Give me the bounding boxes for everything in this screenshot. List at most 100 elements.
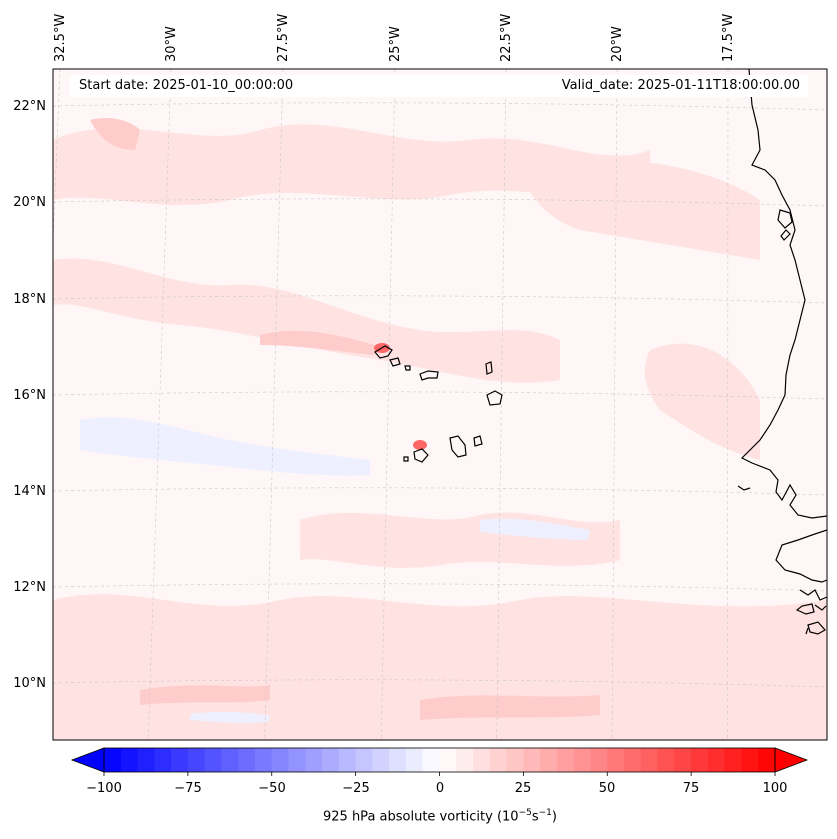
africa-coastline (775, 529, 827, 583)
africa-coastline (737, 485, 809, 635)
island-sao-vicente (389, 357, 401, 367)
vorticity-positive-area (53, 124, 650, 205)
colorbar-extend-max (774, 747, 809, 773)
vorticity-positive-area (53, 258, 560, 383)
vorticity-maximum (413, 440, 427, 450)
colorbar-label-unit: s (531, 809, 539, 825)
colorbar-segment (204, 748, 222, 772)
colorbar-segment (506, 748, 524, 772)
lon-label: 20°W (610, 26, 625, 62)
colorbar-segment (724, 748, 742, 772)
coastlines (374, 69, 827, 635)
parallel-line (53, 583, 827, 592)
meridian-line (496, 69, 507, 740)
colorbar-segment (405, 748, 424, 772)
colorbar-segment (489, 748, 508, 772)
colorbar-segment (271, 748, 290, 772)
start-date-label: Start date: 2025-01-10_00:00:00 (79, 78, 294, 93)
island-sao-nicolau (419, 370, 439, 381)
colorbar (70, 747, 809, 776)
vorticity-positive-area (53, 594, 827, 740)
map-frame (52, 68, 828, 741)
vorticity-positive-streak (420, 695, 600, 720)
colorbar-tick-label: −25 (342, 781, 370, 796)
colorbar-segment (707, 748, 726, 772)
colorbar-label-suffix: ) (551, 809, 557, 825)
meridian-line (264, 69, 284, 740)
island-santa-luzia (404, 365, 411, 371)
vorticity-negative-area (480, 518, 590, 540)
lat-label: 22°N (13, 99, 46, 114)
island-santo-antao (374, 345, 393, 359)
colorbar-tick-label: −100 (86, 781, 122, 796)
colorbar-segment (456, 748, 474, 772)
vorticity-positive-streak (140, 685, 270, 705)
colorbar-segment (674, 748, 692, 772)
colorbar-segment (758, 748, 776, 772)
colorbar-segment (439, 748, 457, 772)
colorbar-segment (640, 748, 659, 772)
colorbar-segment (473, 748, 491, 772)
meridian-line (611, 69, 618, 740)
colorbar-segment (422, 748, 440, 772)
vorticity-positive-area (644, 343, 760, 460)
colorbar-tick-label: 100 (762, 781, 788, 796)
island-brava (403, 456, 409, 462)
colorbar-segment (540, 748, 558, 772)
colorbar-segment (372, 748, 390, 772)
parallel-line (53, 295, 827, 304)
colorbar-segment (137, 748, 155, 772)
lon-label: 25°W (388, 26, 403, 62)
colorbar-segment (691, 748, 709, 772)
africa-coastline (740, 69, 827, 519)
colorbar-tick-label: −50 (258, 781, 286, 796)
parallel-line (53, 391, 827, 400)
colorbar-tick-label: 0 (435, 781, 445, 796)
lon-label: 32.5°W (53, 13, 68, 62)
colorbar-segment (305, 748, 323, 772)
colorbar-segment (254, 748, 273, 772)
colorbar-extend-min (70, 747, 105, 773)
lon-label: 17.5°W (721, 13, 736, 62)
parallel-line (53, 679, 827, 688)
africa-coastline (777, 209, 793, 229)
vorticity-positive-streak (90, 118, 140, 150)
africa-coastline (780, 229, 791, 241)
colorbar-segment (389, 748, 407, 772)
lat-label: 12°N (13, 580, 46, 595)
lat-label: 16°N (13, 388, 46, 403)
colorbar-label: 925 hPa absolute vorticity (10−5s−1) (240, 808, 640, 824)
lat-label: 20°N (13, 195, 46, 210)
island-sal (485, 361, 493, 375)
lon-label: 27.5°W (276, 13, 291, 62)
colorbar-segment (322, 748, 340, 772)
colorbar-segment (221, 748, 239, 772)
colorbar-segment (171, 748, 189, 772)
colorbar-segment (573, 748, 591, 772)
colorbar-segment (607, 748, 625, 772)
colorbar-label-exponent: −1 (538, 808, 552, 818)
colorbar-segment (590, 748, 608, 772)
meridian-line (147, 69, 172, 740)
colorbar-label-prefix: 925 hPa absolute vorticity (10 (323, 809, 519, 825)
colorbar-segment (523, 748, 541, 772)
vorticity-positive-area (520, 160, 760, 260)
colorbar-segment (120, 748, 139, 772)
colorbar-segment (104, 748, 122, 772)
colorbar-label-exponent: −5 (518, 808, 532, 818)
vorticity-positive-streak (260, 330, 375, 355)
island-fogo (413, 448, 429, 463)
vorticity-positive-area (300, 512, 620, 568)
vorticity-negative-area (80, 417, 370, 476)
lon-label: 30°W (164, 26, 179, 62)
colorbar-segment (657, 748, 675, 772)
colorbar-segment (355, 748, 373, 772)
lat-label: 10°N (13, 676, 46, 691)
colorbar-segment (288, 748, 306, 772)
parallel-line (53, 487, 827, 496)
africa-coastline (795, 589, 827, 635)
vorticity-negative-area (190, 711, 270, 723)
header-box (70, 75, 808, 97)
